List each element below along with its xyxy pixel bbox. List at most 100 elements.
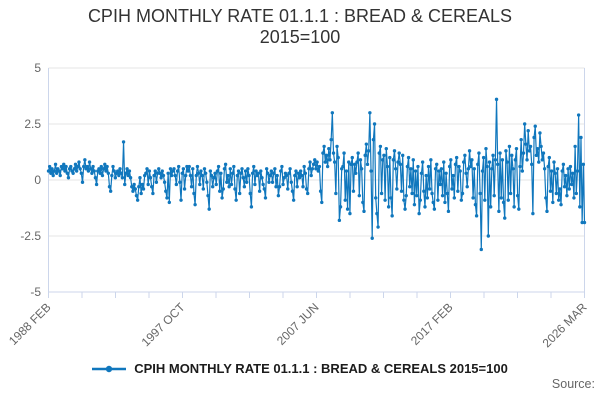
series-point xyxy=(325,164,330,169)
series-point xyxy=(436,198,440,202)
series-point xyxy=(69,164,73,169)
series-point xyxy=(146,182,150,187)
series-point xyxy=(128,176,133,180)
series-point xyxy=(303,171,308,175)
series-point xyxy=(370,236,374,240)
series-point xyxy=(105,164,109,169)
series-point xyxy=(359,167,364,171)
series-point xyxy=(480,169,485,173)
series-point xyxy=(525,158,529,162)
series-point xyxy=(166,171,170,175)
series-point xyxy=(219,171,223,175)
series-point xyxy=(432,207,437,211)
series-point xyxy=(447,164,452,169)
series-point xyxy=(262,187,267,191)
series-point xyxy=(496,162,500,167)
series-point xyxy=(364,142,369,146)
series-point xyxy=(425,196,430,200)
series-point xyxy=(298,169,303,173)
series-point xyxy=(203,171,208,175)
series-point xyxy=(212,176,216,180)
series-point xyxy=(557,198,561,202)
series-point xyxy=(162,180,167,184)
series-point xyxy=(336,155,340,160)
series-point xyxy=(87,160,92,164)
series-point xyxy=(230,171,235,175)
series-point xyxy=(228,167,232,171)
series-point xyxy=(232,164,236,169)
series-point xyxy=(435,162,439,167)
series-point xyxy=(196,171,201,175)
series-point xyxy=(295,185,299,189)
series-point xyxy=(318,189,323,193)
series-point xyxy=(234,198,238,202)
series-point xyxy=(46,169,51,173)
series-point xyxy=(179,198,183,202)
series-point xyxy=(356,151,360,155)
series-point xyxy=(485,164,489,169)
series-point xyxy=(456,189,460,193)
series-point xyxy=(243,169,248,173)
series-point xyxy=(396,160,400,164)
series-point xyxy=(401,153,405,158)
series-point xyxy=(465,185,469,189)
series-point xyxy=(382,153,386,158)
series-point xyxy=(207,207,211,211)
series-point xyxy=(79,171,84,175)
series-point xyxy=(160,169,164,173)
series-point xyxy=(481,155,486,160)
series-point xyxy=(154,180,159,184)
series-point xyxy=(97,167,101,171)
series-point xyxy=(72,167,77,171)
series-point xyxy=(559,202,563,207)
series-point xyxy=(176,164,181,169)
series-point xyxy=(130,185,134,189)
series-point xyxy=(534,153,539,158)
series-point xyxy=(213,171,217,175)
series-point xyxy=(581,162,586,167)
series-point xyxy=(155,171,160,175)
series-point xyxy=(126,173,130,178)
series-point xyxy=(214,182,218,187)
series-point xyxy=(304,187,309,191)
series-point xyxy=(561,162,566,167)
series-point xyxy=(411,158,415,162)
series-point xyxy=(493,158,498,162)
series-point xyxy=(182,187,187,191)
series-point xyxy=(107,185,112,189)
series-point xyxy=(366,149,371,153)
series-point xyxy=(547,155,552,160)
series-point xyxy=(361,200,365,205)
series-point xyxy=(532,135,536,140)
series-point xyxy=(63,169,67,173)
series-point xyxy=(264,167,269,171)
series-point xyxy=(137,185,141,189)
series-point xyxy=(324,153,329,158)
series-point xyxy=(540,158,544,162)
series-point xyxy=(438,182,442,187)
series-point xyxy=(268,173,272,178)
series-point xyxy=(350,155,354,160)
series-point xyxy=(442,160,446,164)
series-point xyxy=(123,182,127,187)
series-point xyxy=(357,193,362,198)
series-point xyxy=(133,187,137,191)
series-point xyxy=(121,140,126,144)
series-point xyxy=(383,198,387,202)
series-point xyxy=(242,185,247,189)
series-point xyxy=(348,211,352,216)
series-point xyxy=(253,182,257,187)
series-point xyxy=(378,144,383,149)
series-point xyxy=(500,158,505,162)
legend-item[interactable]: CPIH MONTHLY RATE 01.1.1 : BREAD & CEREA… xyxy=(92,361,508,376)
series-point xyxy=(510,153,514,158)
series-point xyxy=(422,189,426,193)
series-point xyxy=(546,164,550,169)
series-point xyxy=(83,158,87,162)
series-point xyxy=(354,171,358,175)
series-point xyxy=(131,189,135,193)
series-point xyxy=(573,144,577,149)
series-point xyxy=(290,189,295,193)
series-point xyxy=(267,180,271,184)
series-point xyxy=(145,167,149,171)
